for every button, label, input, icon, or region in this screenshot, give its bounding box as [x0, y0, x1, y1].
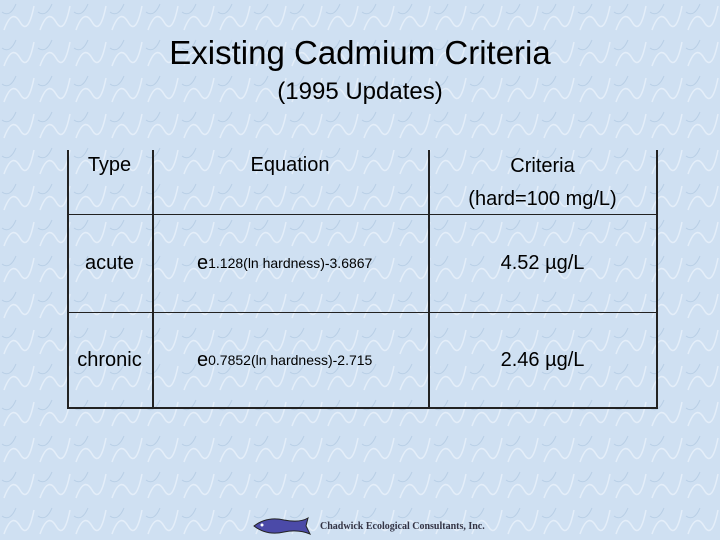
- header-text: Criteria: [510, 154, 575, 177]
- logo-icon: [253, 516, 312, 535]
- border: [152, 150, 154, 409]
- header-cell: Criteria (hard=100 mg/L): [428, 150, 657, 214]
- header-cell: Equation: [250, 154, 330, 176]
- equation-exponent: 1.128(ln hardness)-3.6867: [208, 255, 373, 271]
- title: Existing Cadmium Criteria: [169, 34, 551, 71]
- border: [428, 150, 430, 409]
- cell: chronic: [77, 348, 142, 371]
- equation-exponent: 0.7852(ln hardness)-2.715: [208, 352, 373, 368]
- border: [67, 150, 69, 409]
- border: [67, 407, 658, 409]
- cell: acute: [85, 251, 134, 274]
- header-text: (hard=100 mg/L): [468, 187, 617, 210]
- equation-base: e: [197, 348, 209, 371]
- equation-base: e: [197, 251, 209, 274]
- subtitle: (1995 Updates): [277, 78, 443, 105]
- cell: e 1.128(ln hardness)-3.6867: [152, 214, 428, 312]
- cell: e 0.7852(ln hardness)-2.715: [152, 312, 428, 408]
- cell: 4.52 µg/L: [500, 251, 585, 274]
- cell: 2.46 µg/L: [500, 348, 585, 371]
- header-cell: Type: [87, 154, 132, 176]
- border: [67, 312, 658, 313]
- footer-text: Chadwick Ecological Consultants, Inc.: [320, 520, 485, 532]
- border: [67, 214, 658, 215]
- border: [656, 150, 658, 409]
- footer-logo: Chadwick Ecological Consultants, Inc.: [252, 514, 485, 538]
